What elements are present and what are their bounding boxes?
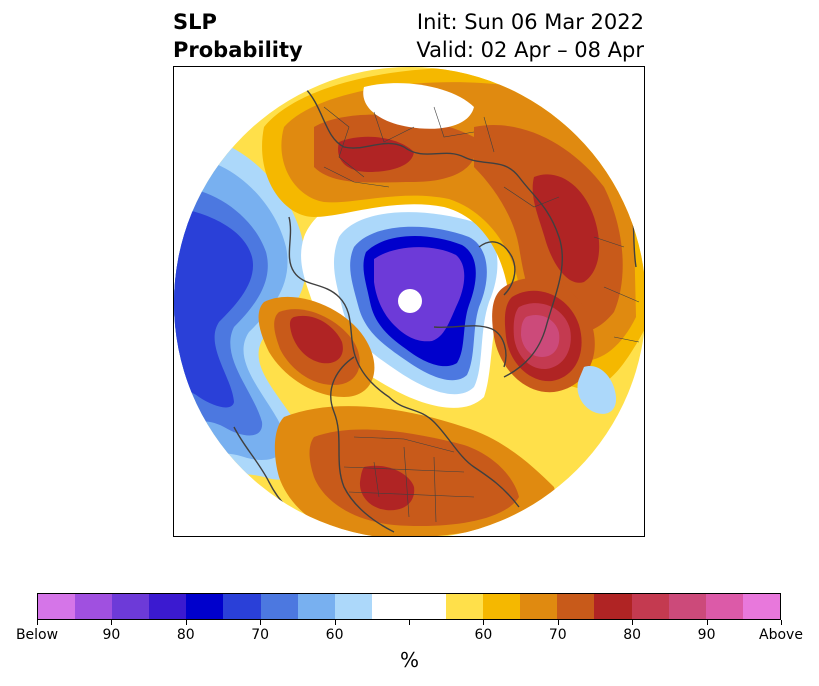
colorbar-tick-mark (781, 620, 782, 625)
colorbar-swatch (334, 594, 372, 619)
colorbar-tick-label: 90 (102, 627, 121, 643)
colorbar-unit-label: % (399, 648, 419, 672)
colorbar-swatch (75, 594, 113, 619)
colorbar-tick-mark (557, 620, 559, 625)
title-variable: SLP Probability (173, 8, 303, 64)
init-date: Init: Sun 06 Mar 2022 (416, 10, 644, 34)
colorbar (37, 593, 781, 620)
colorbar-tick-label: 80 (623, 627, 642, 643)
colorbar-swatch (297, 594, 335, 619)
colorbar-swatch (631, 594, 669, 619)
colorbar-swatch (446, 594, 484, 619)
colorbar-tick-label: 60 (325, 627, 344, 643)
probability-map (174, 67, 644, 536)
colorbar-tick-mark (185, 620, 187, 625)
map-panel (173, 66, 645, 537)
colorbar-tick-label: 90 (697, 627, 716, 643)
colorbar-swatch (668, 594, 706, 619)
title-probability: Probability (173, 38, 303, 62)
colorbar-swatch (557, 594, 595, 619)
colorbar-tick-label: 60 (474, 627, 493, 643)
colorbar-swatch (371, 594, 409, 619)
colorbar-tick-mark (260, 620, 262, 625)
colorbar-swatch (223, 594, 261, 619)
colorbar-tick-mark (483, 620, 485, 625)
colorbar-tick-label: Below (15, 627, 59, 643)
colorbar-swatch (38, 594, 76, 619)
colorbar-swatch (594, 594, 632, 619)
colorbar-swatch (520, 594, 558, 619)
colorbar-tick-label: 70 (251, 627, 270, 643)
colorbar-tick-mark (334, 620, 336, 625)
colorbar-tick-mark (111, 620, 113, 625)
colorbar-tick-mark (706, 620, 708, 625)
colorbar-swatch (149, 594, 187, 619)
probability-field (174, 67, 644, 536)
colorbar-swatch (705, 594, 743, 619)
colorbar-tick-mark (409, 620, 410, 625)
title-slp: SLP (173, 10, 217, 34)
colorbar-tick-label: 80 (176, 627, 195, 643)
colorbar-tick-label: Above (759, 627, 803, 643)
colorbar-swatch (742, 594, 780, 619)
colorbar-tick-label: 70 (548, 627, 567, 643)
colorbar-swatch (186, 594, 224, 619)
borders (323, 106, 640, 523)
colorbar-swatch (408, 594, 447, 619)
colorbar-swatch (483, 594, 521, 619)
colorbar-tick-mark (37, 620, 38, 625)
colorbar-swatch (112, 594, 150, 619)
colorbar-tick-mark (632, 620, 634, 625)
title-dates: Init: Sun 06 Mar 2022 Valid: 02 Apr – 08… (416, 8, 644, 64)
colorbar-swatch (260, 594, 298, 619)
valid-date-range: Valid: 02 Apr – 08 Apr (416, 38, 644, 62)
